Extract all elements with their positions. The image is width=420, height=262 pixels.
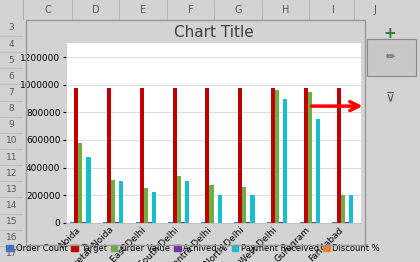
Bar <box>111 180 115 223</box>
Text: 14: 14 <box>6 201 17 210</box>
Text: 8: 8 <box>9 104 14 113</box>
Bar <box>181 222 185 223</box>
Text: 17: 17 <box>6 249 17 258</box>
Bar <box>210 185 214 223</box>
Bar <box>283 99 287 223</box>
Bar <box>242 187 247 223</box>
Text: ✏: ✏ <box>385 52 395 62</box>
Bar <box>304 88 308 223</box>
Bar <box>336 88 341 223</box>
Bar <box>107 88 111 223</box>
Bar <box>78 143 82 223</box>
Text: J: J <box>374 5 376 15</box>
Text: C: C <box>45 5 52 15</box>
Bar <box>168 222 173 223</box>
Title: Chart Title: Chart Title <box>174 25 253 40</box>
Bar <box>271 88 275 223</box>
Text: 15: 15 <box>6 217 17 226</box>
Text: 5: 5 <box>9 56 14 65</box>
Text: F: F <box>188 5 194 15</box>
Bar <box>238 88 242 223</box>
Bar <box>140 88 144 223</box>
Bar <box>201 222 205 223</box>
Text: +: + <box>383 26 396 41</box>
Text: 3: 3 <box>9 24 14 32</box>
Bar <box>205 88 210 223</box>
Bar <box>144 188 148 223</box>
Text: E: E <box>140 5 146 15</box>
Bar <box>87 156 91 223</box>
Bar <box>177 176 181 223</box>
Bar <box>234 222 238 223</box>
Bar <box>70 222 74 223</box>
Bar <box>103 222 107 223</box>
Text: 6: 6 <box>9 72 14 81</box>
Text: D: D <box>92 5 100 15</box>
Bar <box>82 222 87 223</box>
Text: 7: 7 <box>9 88 14 97</box>
Text: I: I <box>332 5 334 15</box>
Bar <box>333 222 336 223</box>
Bar <box>341 195 345 223</box>
Bar <box>267 222 271 223</box>
Text: 4: 4 <box>9 40 14 49</box>
Bar <box>275 90 279 223</box>
Bar <box>349 195 353 223</box>
Bar <box>152 192 156 223</box>
Text: 10: 10 <box>6 137 17 145</box>
Text: 12: 12 <box>6 169 17 178</box>
Bar <box>218 195 222 223</box>
Bar <box>300 222 304 223</box>
FancyBboxPatch shape <box>367 39 416 76</box>
Text: 9: 9 <box>9 120 14 129</box>
Text: ⊽: ⊽ <box>386 92 394 105</box>
Bar <box>316 119 320 223</box>
Bar <box>173 88 177 223</box>
Text: 13: 13 <box>6 185 17 194</box>
Text: 16: 16 <box>6 233 17 242</box>
Text: H: H <box>282 5 289 15</box>
Bar <box>279 222 283 223</box>
Bar <box>185 181 189 223</box>
Bar <box>74 88 78 223</box>
Legend: Order Count, Target, Order Value, Achived %, Payment Received, Discount %: Order Count, Target, Order Value, Achive… <box>3 241 383 256</box>
Bar <box>119 181 123 223</box>
Bar <box>136 222 140 223</box>
Text: 11: 11 <box>6 152 17 162</box>
Bar <box>250 195 255 223</box>
Text: G: G <box>234 5 242 15</box>
Bar <box>308 92 312 223</box>
